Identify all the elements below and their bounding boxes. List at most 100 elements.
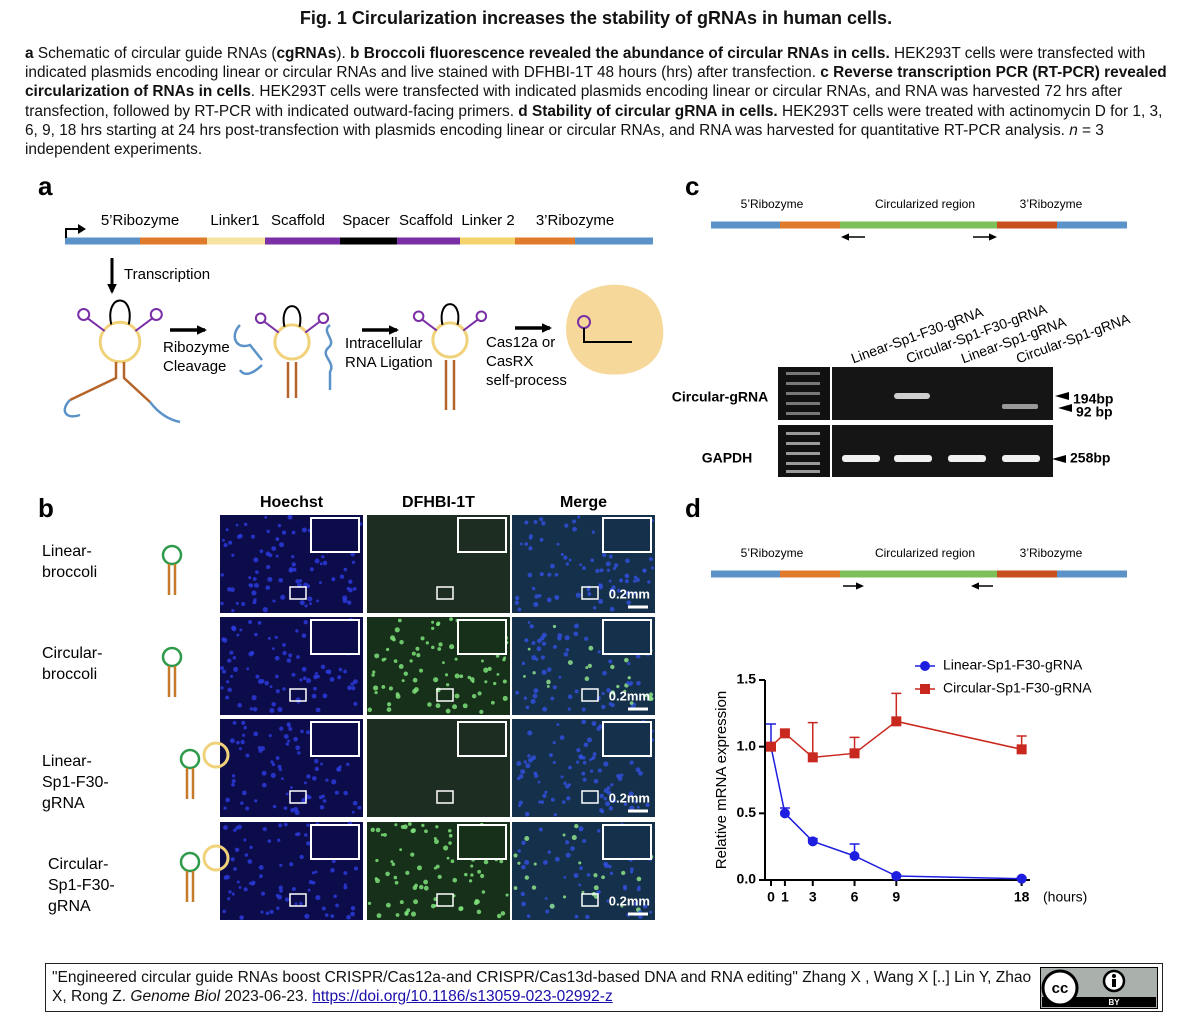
cell-dot (307, 596, 313, 602)
cell-dot (638, 770, 643, 776)
cell-dot (550, 696, 555, 701)
cell-dot (459, 674, 464, 679)
cell-dot (293, 736, 298, 742)
cell-dot (587, 592, 592, 596)
cell-dot (241, 720, 246, 725)
cell-dot (415, 646, 420, 651)
row-label-line: Circular- (42, 645, 102, 662)
cell-dot (605, 561, 611, 567)
cell-dot (525, 705, 530, 710)
cell-dot (579, 755, 584, 760)
cell-dot (591, 721, 597, 726)
cell-dot (295, 629, 299, 633)
promoter-arrow (65, 228, 80, 238)
cell-dot (380, 833, 384, 837)
cell-dot (279, 863, 283, 867)
inset (602, 517, 652, 553)
construct-label: Linker 2 (461, 212, 514, 229)
cell-dot (538, 800, 541, 804)
cell-dot (565, 562, 570, 566)
column-header: DFHBI-1T (402, 494, 475, 511)
cell-dot (623, 886, 628, 891)
by-icon-body (1112, 979, 1116, 987)
cell-dot (483, 859, 489, 865)
cell-dot (278, 885, 283, 891)
cell-dot (367, 707, 373, 713)
rna-stem (69, 362, 151, 403)
cell-dot (533, 520, 538, 524)
cell-dot (236, 633, 240, 637)
rna-stem (583, 328, 632, 343)
gel (832, 367, 1053, 420)
cell-dot (237, 824, 242, 830)
row-label-line: Linear- (42, 543, 92, 560)
cell-dot (299, 600, 305, 606)
citation-box: "Engineered circular guide RNAs boost CR… (45, 963, 1163, 1012)
scale-bar-label: 0.2mm (609, 688, 650, 703)
cell-dot (277, 706, 283, 713)
cell-dot (484, 680, 488, 684)
cell-dot (251, 695, 257, 701)
inset (310, 721, 360, 757)
cell-dot (623, 802, 628, 807)
cell-dot (542, 793, 547, 798)
cell-dot (568, 765, 572, 770)
cell-dot (269, 685, 273, 689)
cell-dot (423, 879, 429, 885)
cell-dot (350, 906, 356, 911)
cell-dot (610, 690, 615, 695)
cell-dot (621, 870, 626, 876)
step-label-line: Cas12a or (486, 334, 555, 351)
cell-dot (235, 601, 239, 605)
cell-dot (447, 829, 452, 833)
cell-dot (260, 891, 266, 896)
cell-dot (523, 760, 527, 764)
cell-dot (477, 869, 482, 874)
cell-dot (598, 598, 604, 604)
cell-dot (514, 600, 520, 606)
cell-dot (578, 826, 584, 832)
cell-dot (407, 822, 412, 826)
cell-dot (351, 686, 356, 691)
caption-run: Schematic of circular guide RNAs ( (33, 45, 277, 62)
cell-dot (319, 805, 325, 810)
marker (920, 661, 930, 671)
cell-dot (645, 802, 650, 808)
cell-dot (277, 523, 282, 528)
cell-dot (231, 774, 236, 778)
cell-dot (567, 660, 573, 665)
cell-dot (454, 693, 460, 699)
cell-dot (561, 800, 566, 804)
region-label: Circularized region (875, 546, 975, 560)
step-label: Transcription (124, 266, 210, 283)
cell-dot (331, 779, 337, 785)
caption-run: HEK293T cells were transfected with indi… (25, 45, 1146, 82)
row-label-line: gRNA (42, 795, 85, 812)
cell-dot (574, 914, 579, 919)
cell-dot (559, 735, 565, 740)
cell-dot (546, 684, 550, 688)
journal: Genome Biol (130, 988, 221, 1005)
cell-dot (597, 829, 601, 833)
cell-dot (231, 553, 235, 557)
doi-link[interactable]: https://doi.org/10.1186/s13059-023-02992… (312, 988, 613, 1005)
cell-dot (528, 546, 533, 551)
cell-dot (221, 669, 227, 674)
cell-dot (338, 667, 343, 672)
cell-dot (231, 782, 235, 787)
step-label-line: self-process (486, 372, 567, 389)
cell-dot (642, 568, 647, 573)
cell-dot (270, 772, 276, 778)
cell-dot (601, 704, 606, 710)
cell-dot (454, 657, 458, 661)
cell-dot (269, 707, 275, 713)
cell-dot (435, 864, 440, 869)
cell-dot (470, 873, 474, 877)
broccoli-loop (179, 851, 201, 873)
cell-dot (306, 774, 311, 779)
cell-dot (223, 806, 227, 810)
cell-dot (542, 706, 548, 712)
cell-dot (471, 680, 475, 684)
arrow-head (989, 233, 997, 241)
cell-dot (550, 797, 555, 802)
